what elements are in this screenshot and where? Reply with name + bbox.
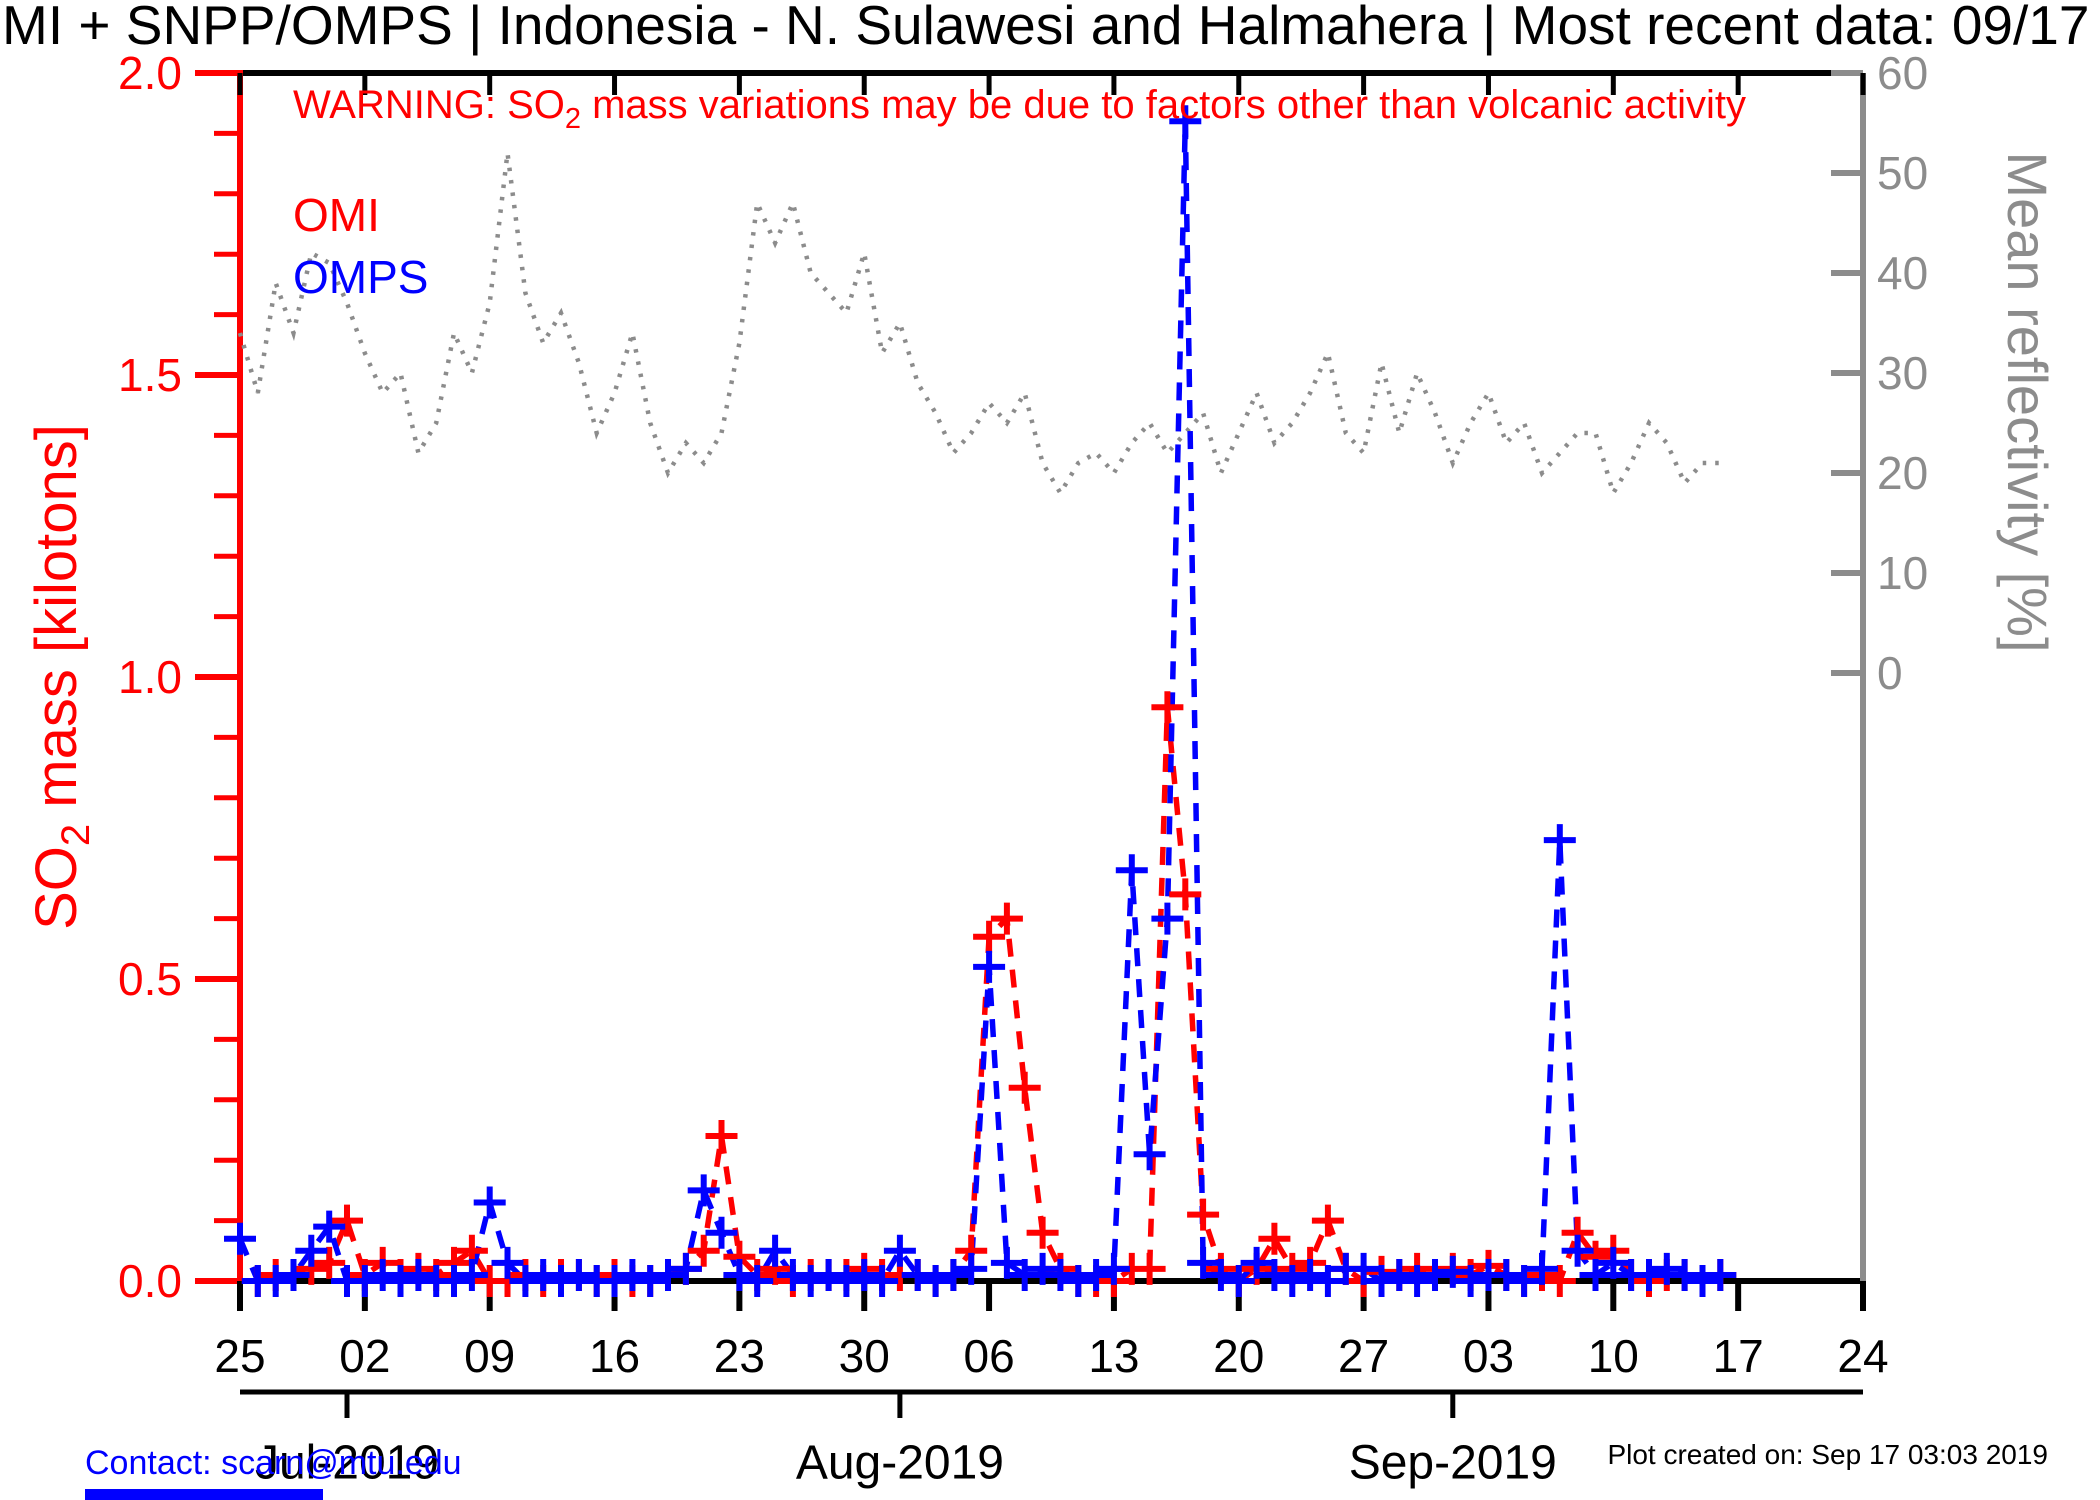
right-axis-tick-label: 50 [1877,147,1928,199]
figure-title: MI + SNPP/OMPS | Indonesia - N. Sulawesi… [2,0,2089,56]
x-axis-day-label: 09 [464,1330,515,1382]
x-axis-day-label: 25 [214,1330,265,1382]
warning-rest: mass variations may be due to factors ot… [581,83,1746,127]
x-axis-day-label: 16 [589,1330,640,1382]
right-axis-tick-label: 60 [1877,47,1928,99]
left-axis-title: SO2 mass [kilotons] [24,424,98,930]
x-axis-day-label: 20 [1213,1330,1264,1382]
left-axis-tick-label: 2.0 [118,47,182,99]
x-axis-day-label: 27 [1338,1330,1389,1382]
right-axis-tick-label: 20 [1877,447,1928,499]
legend: OMI OMPS [293,189,428,303]
warning-prefix: WARNING: SO [293,83,565,127]
left-axis-tick-label: 1.0 [118,651,182,703]
x-axis-day-label: 23 [714,1330,765,1382]
omps-markers [224,105,1737,1297]
right-axis-tick-label: 40 [1877,247,1928,299]
legend-omps-label: OMPS [293,251,428,303]
x-axis-day-label: 24 [1837,1330,1888,1382]
left-axis-title-suffix: mass [kilotons] [24,424,89,824]
x-axis-day-label: 17 [1713,1330,1764,1382]
left-axis-tick-label: 0.5 [118,953,182,1005]
x-axis-day-label: 10 [1588,1330,1639,1382]
warning-text: WARNING: SO2 mass variations may be due … [293,83,1746,135]
left-axis-title-subscript: 2 [54,824,98,846]
legend-omi-label: OMI [293,189,380,241]
reflectivity-curve [237,152,1721,499]
right-axis-title: Mean reflectivity [%] [1996,151,2059,652]
left-axis-tick-label: 0.0 [118,1255,182,1307]
month-label: Jul-2019 [255,1437,439,1490]
omps-line [237,121,1722,1285]
x-axis-day-label: 02 [339,1330,390,1382]
right-axis-tick-label: 30 [1877,347,1928,399]
left-axis-title-prefix: SO [24,846,89,930]
clipped-text-artifact [85,1489,323,1500]
right-axis-tick-label: 0 [1877,647,1903,699]
month-label: Aug-2019 [796,1437,1004,1490]
left-axis-tick-label: 1.5 [118,349,182,401]
x-axis-day-label: 30 [839,1330,890,1382]
created-timestamp: Plot created on: Sep 17 03:03 2019 [1607,1439,2048,1470]
x-axis-day-label: 13 [1088,1330,1139,1382]
x-axis-day-label: 03 [1463,1330,1514,1382]
contact-link[interactable]: Contact: scarn@mtu.edu [85,1444,462,1482]
month-label: Sep-2019 [1349,1437,1557,1490]
x-axis-day-label: 06 [963,1330,1014,1382]
right-axis-tick-label: 10 [1877,547,1928,599]
warning-subscript: 2 [565,103,581,135]
